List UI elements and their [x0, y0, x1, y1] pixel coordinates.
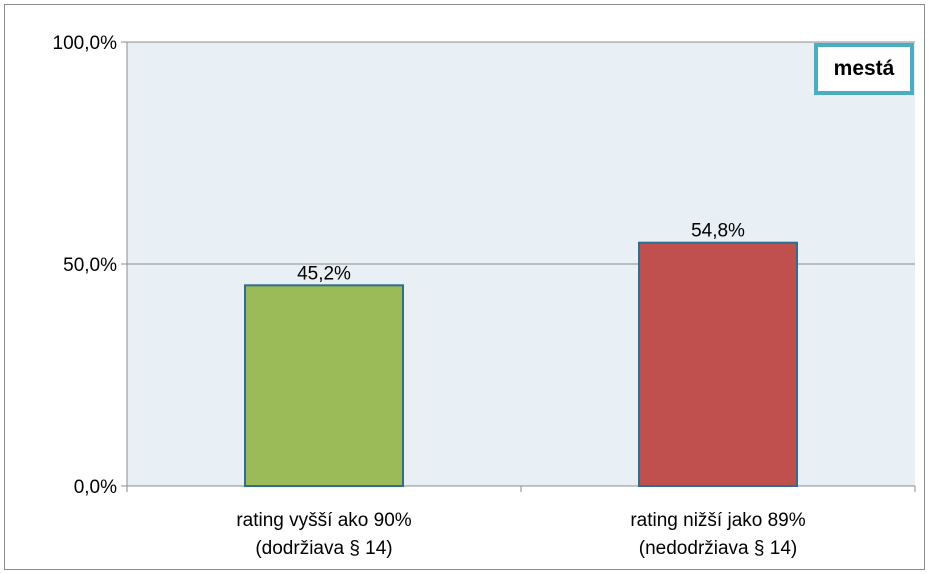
bar [244, 284, 404, 488]
x-category-label: (nedodržiava § 14) [639, 538, 797, 559]
data-label: 54,8% [691, 221, 745, 242]
x-category-label: rating vyšší ako 90% [236, 510, 411, 531]
legend-text: mestá [833, 57, 895, 80]
x-category-label: (dodržiava § 14) [255, 538, 392, 559]
y-tick-label: 0,0% [74, 477, 117, 498]
y-tick-label: 50,0% [63, 255, 117, 276]
y-tick-label: 100,0% [53, 33, 118, 54]
bar [638, 241, 798, 487]
data-label: 45,2% [297, 263, 351, 284]
x-category-label: rating nižší jako 89% [630, 510, 805, 531]
legend-box: mestá [814, 43, 914, 95]
